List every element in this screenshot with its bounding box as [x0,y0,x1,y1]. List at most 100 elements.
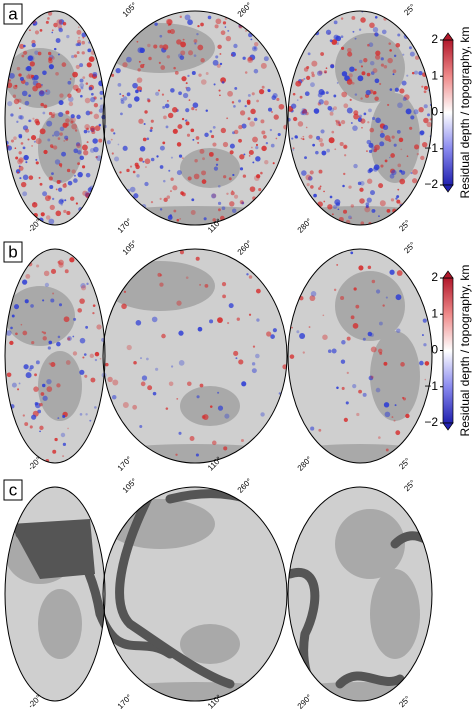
residual-speck [19,115,24,120]
residual-speck [195,256,200,261]
residual-speck [244,104,247,108]
residual-speck [87,48,92,53]
residual-speck [190,210,196,215]
residual-speck [46,120,53,127]
residual-speck [302,351,305,354]
residual-speck [44,282,50,288]
residual-speck [227,321,230,325]
residual-speck [375,54,381,60]
longitude-label: 260° [236,239,254,257]
residual-speck [328,137,335,144]
residual-speck [39,182,43,186]
residual-speck [399,178,406,185]
residual-speck [291,326,293,329]
residual-speck [249,54,256,61]
residual-speck [53,47,57,51]
residual-speck [179,15,182,19]
residual-speck [55,71,59,76]
residual-speck [155,91,160,96]
residual-speck [331,130,335,134]
residual-speck [389,269,395,275]
residual-speck [323,70,328,74]
residual-speck [312,143,316,147]
residual-speck [88,86,93,91]
residual-speck [231,101,235,104]
residual-speck [85,325,89,329]
residual-speck [326,148,331,153]
residual-speck [322,334,328,340]
residual-speck [195,453,199,457]
residual-speck [31,202,38,208]
residual-speck [273,114,279,120]
residual-speck [217,391,220,394]
residual-speck [159,34,163,38]
residual-speck [195,108,198,111]
residual-speck [200,22,204,27]
residual-speck [358,389,362,394]
residual-speck [308,134,313,139]
residual-speck [233,129,239,135]
residual-speck [158,89,161,92]
residual-speck [72,351,78,356]
residual-speck [169,214,172,217]
residual-speck [64,269,69,274]
residual-speck [148,56,152,61]
residual-speck [9,72,15,79]
residual-speck [51,146,54,149]
residual-speck [401,80,407,86]
residual-speck [405,108,412,115]
residual-speck [181,117,185,121]
residual-speck [79,413,83,416]
residual-speck [88,56,95,62]
residual-speck [44,195,51,202]
residual-speck [345,401,349,405]
landmass [180,386,240,426]
residual-speck [70,117,76,123]
residual-speck [94,351,100,357]
residual-speck [340,359,346,364]
residual-speck [41,330,44,334]
residual-speck [106,140,111,145]
residual-speck [170,365,174,368]
residual-speck [410,172,413,175]
residual-speck [71,54,75,59]
residual-speck [318,70,323,75]
residual-speck [83,150,89,156]
residual-speck [20,181,27,188]
residual-speck [305,126,308,129]
residual-speck [73,178,78,183]
residual-speck [92,138,98,144]
residual-speck [143,123,146,126]
residual-speck [25,67,29,71]
residual-speck [368,42,374,48]
residual-speck [36,264,40,268]
residual-speck [6,330,12,336]
residual-speck [168,381,174,387]
residual-speck [334,199,341,206]
residual-speck [48,218,55,225]
residual-speck [56,383,61,388]
residual-speck [212,59,219,66]
residual-speck [360,97,363,100]
residual-speck [47,138,51,142]
residual-speck [35,82,42,89]
residual-speck [271,111,273,113]
residual-speck [34,402,39,406]
landmass [335,33,405,103]
residual-speck [382,304,385,307]
residual-speck [65,360,71,365]
residual-speck [85,82,89,85]
residual-speck [37,51,42,56]
residual-speck [327,204,333,210]
residual-speck [419,360,424,366]
plate-boundary-band [115,489,235,689]
residual-speck [261,130,266,135]
residual-speck [346,336,351,341]
residual-speck [247,93,251,97]
residual-speck [357,75,364,82]
residual-speck [346,107,353,114]
residual-speck [133,361,137,365]
residual-speck [18,165,24,171]
residual-speck [159,274,163,277]
residual-speck [299,332,306,339]
